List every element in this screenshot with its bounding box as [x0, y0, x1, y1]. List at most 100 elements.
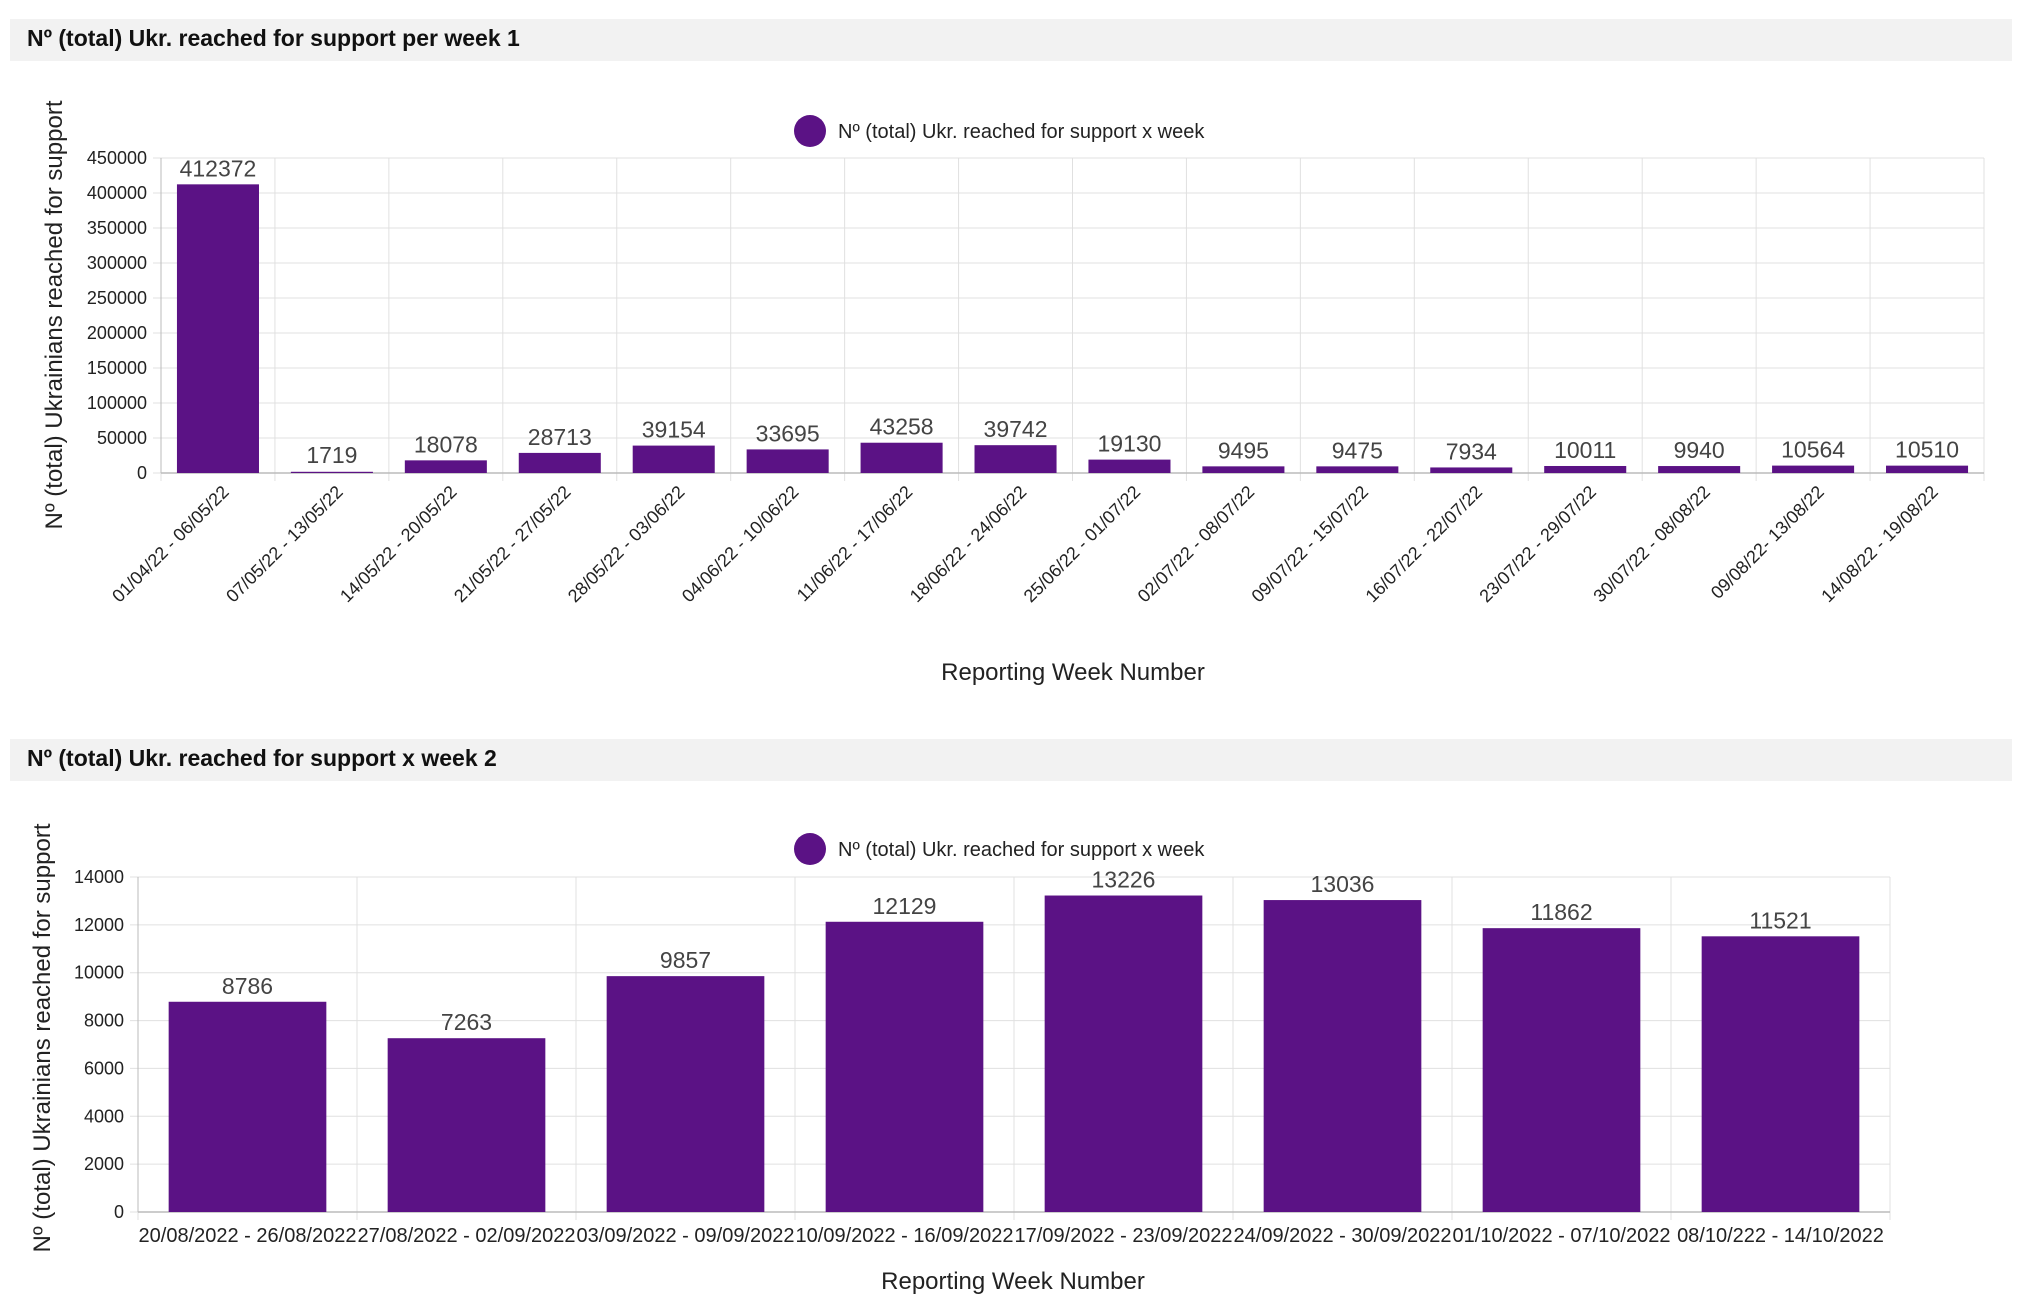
chart2-bar	[1701, 936, 1860, 1212]
chart1-y-tick-label: 400000	[87, 183, 147, 203]
chart2-y-axis-title: Nº (total) Ukrainians reached for suppor…	[29, 823, 56, 1252]
chart2-value-label: 11862	[1530, 899, 1592, 925]
chart2-bar	[387, 1038, 546, 1212]
chart1-title: Nº (total) Ukr. reached for support per …	[27, 25, 520, 51]
chart1-y-tick-label: 350000	[87, 218, 147, 238]
chart1-bar	[1544, 465, 1627, 473]
chart2-bar	[606, 976, 765, 1212]
chart2-y-tick-label: 2000	[84, 1154, 124, 1174]
chart1-x-tick-label: 16/07/22 - 22/07/22	[1362, 482, 1487, 607]
chart1-x-tick-label: 25/06/22 - 01/07/22	[1020, 482, 1145, 607]
chart1-bar	[1430, 467, 1513, 473]
chart1-bar	[1658, 466, 1741, 473]
chart1-y-axis-title: Nº (total) Ukrainians reached for suppor…	[41, 100, 68, 529]
chart1-value-label: 28713	[528, 424, 592, 450]
chart1-x-tick-label: 01/04/22 - 06/05/22	[108, 482, 233, 607]
chart1-y-tick-label: 100000	[87, 393, 147, 413]
chart1-y-tick-label: 150000	[87, 358, 147, 378]
chart1-x-tick-label: 09/07/22 - 15/07/22	[1248, 482, 1373, 607]
chart1-x-tick-label: 14/08/22 - 19/08/22	[1817, 482, 1942, 607]
chart2-value-label: 11521	[1749, 907, 1811, 933]
chart1-bar	[860, 442, 943, 473]
chart2-y-tick-label: 6000	[84, 1058, 124, 1078]
chart2-value-label: 13036	[1311, 871, 1375, 897]
chart2-bar	[1263, 900, 1422, 1212]
chart1-bar	[632, 445, 715, 473]
chart1-bar	[974, 445, 1057, 473]
chart2-legend-marker	[794, 833, 826, 865]
chart2-x-tick-label: 01/10/2022 - 07/10/2022	[1453, 1225, 1671, 1247]
chart2-value-label: 12129	[873, 893, 937, 919]
chart1-x-tick-label: 07/05/22 - 13/05/22	[222, 482, 347, 607]
chart1-value-label: 10564	[1781, 437, 1845, 463]
chart2-value-label: 7263	[441, 1009, 492, 1035]
chart2-y-tick-label: 10000	[74, 963, 124, 983]
chart2-svg: 0 2000 4000 6000 8000 10000 12000 14000 8786 20/0…	[29, 823, 1891, 1295]
chart1-bar	[290, 471, 373, 473]
chart1-y-tick-label: 450000	[87, 148, 147, 168]
chart2-title: Nº (total) Ukr. reached for support x we…	[27, 745, 497, 771]
chart2-bar	[1482, 928, 1641, 1212]
chart1-y-tick-label: 300000	[87, 253, 147, 273]
chart1-x-tick-label: 30/07/22 - 08/08/22	[1589, 482, 1714, 607]
chart1-value-label: 39154	[642, 417, 706, 443]
chart2-value-label: 8786	[222, 973, 273, 999]
chart2-x-axis-title: Reporting Week Number	[881, 1268, 1145, 1295]
chart1-value-label: 19130	[1097, 431, 1161, 457]
chart2-x-tick-label: 17/09/2022 - 23/09/2022	[1015, 1225, 1233, 1247]
chart1-bar	[1202, 466, 1285, 473]
chart1-bar	[518, 452, 601, 473]
chart1-value-label: 33695	[756, 420, 820, 446]
chart2-value-label: 13226	[1092, 867, 1156, 893]
chart1-legend-marker	[794, 115, 826, 147]
chart2-x-tick-label: 03/09/2022 - 09/09/2022	[577, 1225, 795, 1247]
chart1-value-label: 39742	[984, 416, 1048, 442]
chart2-legend-label: Nº (total) Ukr. reached for support x we…	[838, 839, 1205, 861]
chart2-y-tick-label: 14000	[74, 867, 124, 887]
chart2-header: Nº (total) Ukr. reached for support x we…	[10, 739, 2012, 781]
chart1-bar	[404, 460, 487, 473]
chart1-x-tick-label: 09/08/22- 13/08/22	[1707, 482, 1828, 603]
chart2-x-tick-label: 24/09/2022 - 30/09/2022	[1234, 1225, 1452, 1247]
chart1-x-tick-label: 14/05/22 - 20/05/22	[336, 482, 461, 607]
chart2-x-tick-label: 08/10/222 - 14/10/2022	[1677, 1225, 1884, 1247]
chart1-x-axis-title: Reporting Week Number	[941, 659, 1205, 686]
chart1-value-label: 9940	[1674, 437, 1725, 463]
chart2-y-tick-label: 4000	[84, 1106, 124, 1126]
chart2-x-tick-label: 10/09/2022 - 16/09/2022	[796, 1225, 1014, 1247]
chart1-bar	[1088, 459, 1171, 473]
chart1-x-tick-label: 21/05/22 - 27/05/22	[450, 482, 575, 607]
chart1-svg: 0 50000 100000 150000 200000 250000 300000 3500…	[41, 100, 1985, 686]
chart2-x-tick-label: 20/08/2022 - 26/08/2022	[139, 1225, 357, 1247]
chart1-x-tick-label: 04/06/22 - 10/06/22	[678, 482, 803, 607]
chart1-value-label: 10510	[1895, 437, 1959, 463]
chart1-x-tick-label: 23/07/22 - 29/07/22	[1475, 482, 1600, 607]
chart2-y-tick-label: 12000	[74, 915, 124, 935]
chart1-value-label: 10011	[1554, 437, 1616, 463]
chart1-bar	[1316, 466, 1399, 473]
chart1-x-tick-label: 11/06/22 - 17/06/22	[793, 482, 917, 606]
chart1-legend-label: Nº (total) Ukr. reached for support x we…	[838, 121, 1205, 143]
chart2-x-tick-label: 27/08/2022 - 02/09/2022	[358, 1225, 576, 1247]
chart1-header: Nº (total) Ukr. reached for support per …	[10, 19, 2012, 61]
chart1-value-label: 43258	[870, 414, 934, 440]
chart1-value-label: 9475	[1332, 437, 1383, 463]
chart2-bar	[825, 921, 984, 1212]
chart2-y-tick-label: 0	[114, 1202, 124, 1222]
chart1-y-tick-label: 50000	[97, 428, 147, 448]
chart1-y-tick-label: 200000	[87, 323, 147, 343]
chart1-bar	[176, 184, 259, 473]
chart1-x-tick-label: 28/05/22 - 03/06/22	[564, 482, 689, 607]
chart2-value-label: 9857	[660, 947, 711, 973]
chart1-value-label: 9495	[1218, 437, 1269, 463]
chart1-y-tick-label: 250000	[87, 288, 147, 308]
chart1-bar	[1772, 465, 1855, 473]
chart1-value-label: 1719	[306, 442, 357, 468]
chart2-bar	[1044, 895, 1203, 1212]
chart1-y-tick-label: 0	[137, 463, 147, 483]
chart2-y-tick-label: 8000	[84, 1011, 124, 1031]
chart1-value-label: 412372	[180, 155, 257, 181]
chart1-x-tick-label: 18/06/22 - 24/06/22	[906, 482, 1031, 607]
chart1-bar	[746, 449, 829, 473]
chart1-x-tick-label: 02/07/22 - 08/07/22	[1134, 482, 1259, 607]
